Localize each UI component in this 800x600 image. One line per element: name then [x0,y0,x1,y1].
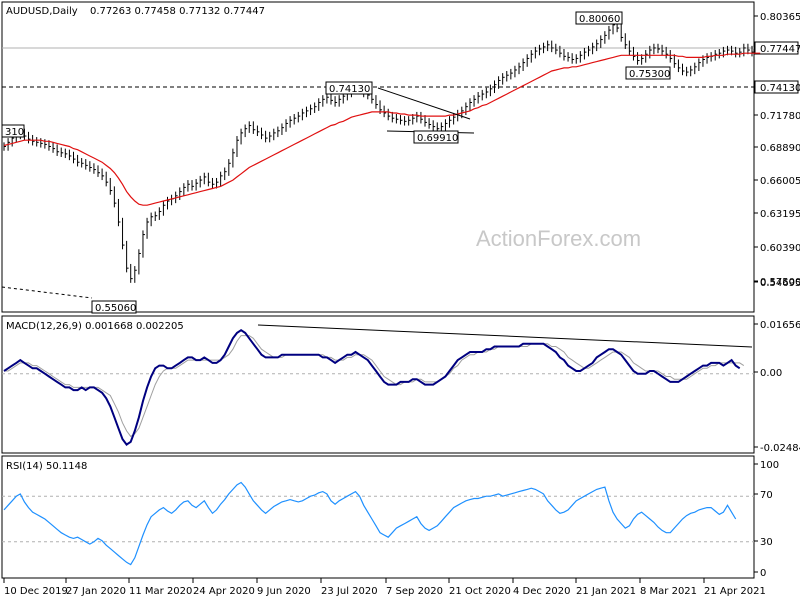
price-annotation-box [1,124,25,138]
x-axis-tick-label: 4 Dec 2020 [513,586,571,597]
price-annotation-box [413,130,459,144]
price-y-tick-label: 0.71780 [760,111,800,122]
current-price-marker [754,41,799,55]
watermark: ActionForex.com [476,226,641,251]
macd-label: MACD(12,26,9) 0.001668 0.002205 [6,321,184,332]
rsi-line [3,481,737,566]
rsi-panel [1,455,755,579]
x-axis-tick-label: 24 Apr 2020 [193,586,255,597]
macd-line [3,329,741,446]
x-axis-tick-label: 21 Oct 2020 [449,586,511,597]
macd-y-tick-label: 0.016567 [760,320,800,331]
price-layer: 0.80365 0.71780 0.68890 0.66005 0.63195 0.603… [1,11,800,314]
rsi-y-tick-label: 0 [760,568,766,579]
price-panel [1,1,755,313]
price-annotation-label: 0.55060 [95,303,136,314]
macd-y-tick-label: -0.02484 [760,443,800,454]
macd-signal-line [4,335,745,438]
price-annotation-box [325,81,373,95]
price-annotation-label: 0.75300 [629,69,670,80]
price-annotation-label: 0.80060 [579,14,620,25]
moving-average-line [3,52,761,206]
rsi-y-tick-label: 70 [760,490,773,501]
symbol-label: AUDUSD,Daily [6,6,78,17]
x-axis-tick-label: 27 Jan 2020 [66,586,126,597]
price-annotation-label: 0.69910 [417,133,458,144]
x-axis-tick-label: 10 Dec 2019 [4,586,68,597]
macd-divergence-trendline [257,324,753,348]
x-axis-tick-label: 21 Apr 2021 [704,586,766,597]
ohlc-values: 0.77263 0.77458 0.77132 0.77447 [90,6,265,17]
x-axis-tick-label: 8 Mar 2021 [640,586,697,597]
price-annotation-box [91,300,137,314]
rsi-label: RSI(14) 50.1148 [6,461,87,472]
rsi-layer: 100 70 30 0 [2,460,779,579]
price-y-tick-label: 0.57500 [760,277,800,288]
x-axis-tick-label: 11 Mar 2020 [129,586,192,597]
price-annotation-box [625,66,671,80]
rsi-y-tick-label: 100 [760,460,779,471]
price-y-tick-label: 0.60390 [760,243,800,254]
rsi-y-tick-label: 30 [760,537,773,548]
price-y-tick-label: 0.63195 [760,209,800,220]
price-y-tick-label: 0.80365 [760,12,800,23]
macd-layer: 0.016567 0.00 -0.02484 [2,320,800,454]
x-axis-tick-label: 7 Sep 2020 [386,586,443,597]
level-marker [754,80,799,94]
current-price-label: 0.77447 [760,44,800,55]
price-y-tick-label: 0.54695 [760,278,800,289]
price-annotation-label: 0.74130 [329,84,370,95]
macd-y-tick-label: 0.00 [760,368,782,379]
x-axis-tick-label: 23 Jul 2020 [321,586,378,597]
price-y-tick-label: 0.68890 [760,143,800,154]
x-axis-tick-label: 9 Jun 2020 [257,586,311,597]
level-label: 0.74130 [760,83,800,94]
price-y-tick-label: 0.66005 [760,176,800,187]
macd-panel [1,315,755,454]
price-annotation-box [575,11,623,25]
falling-trendline [377,87,471,120]
x-axis-tick-label: 21 Jan 2021 [576,586,636,597]
price-annotation-label: 310 [5,127,24,138]
